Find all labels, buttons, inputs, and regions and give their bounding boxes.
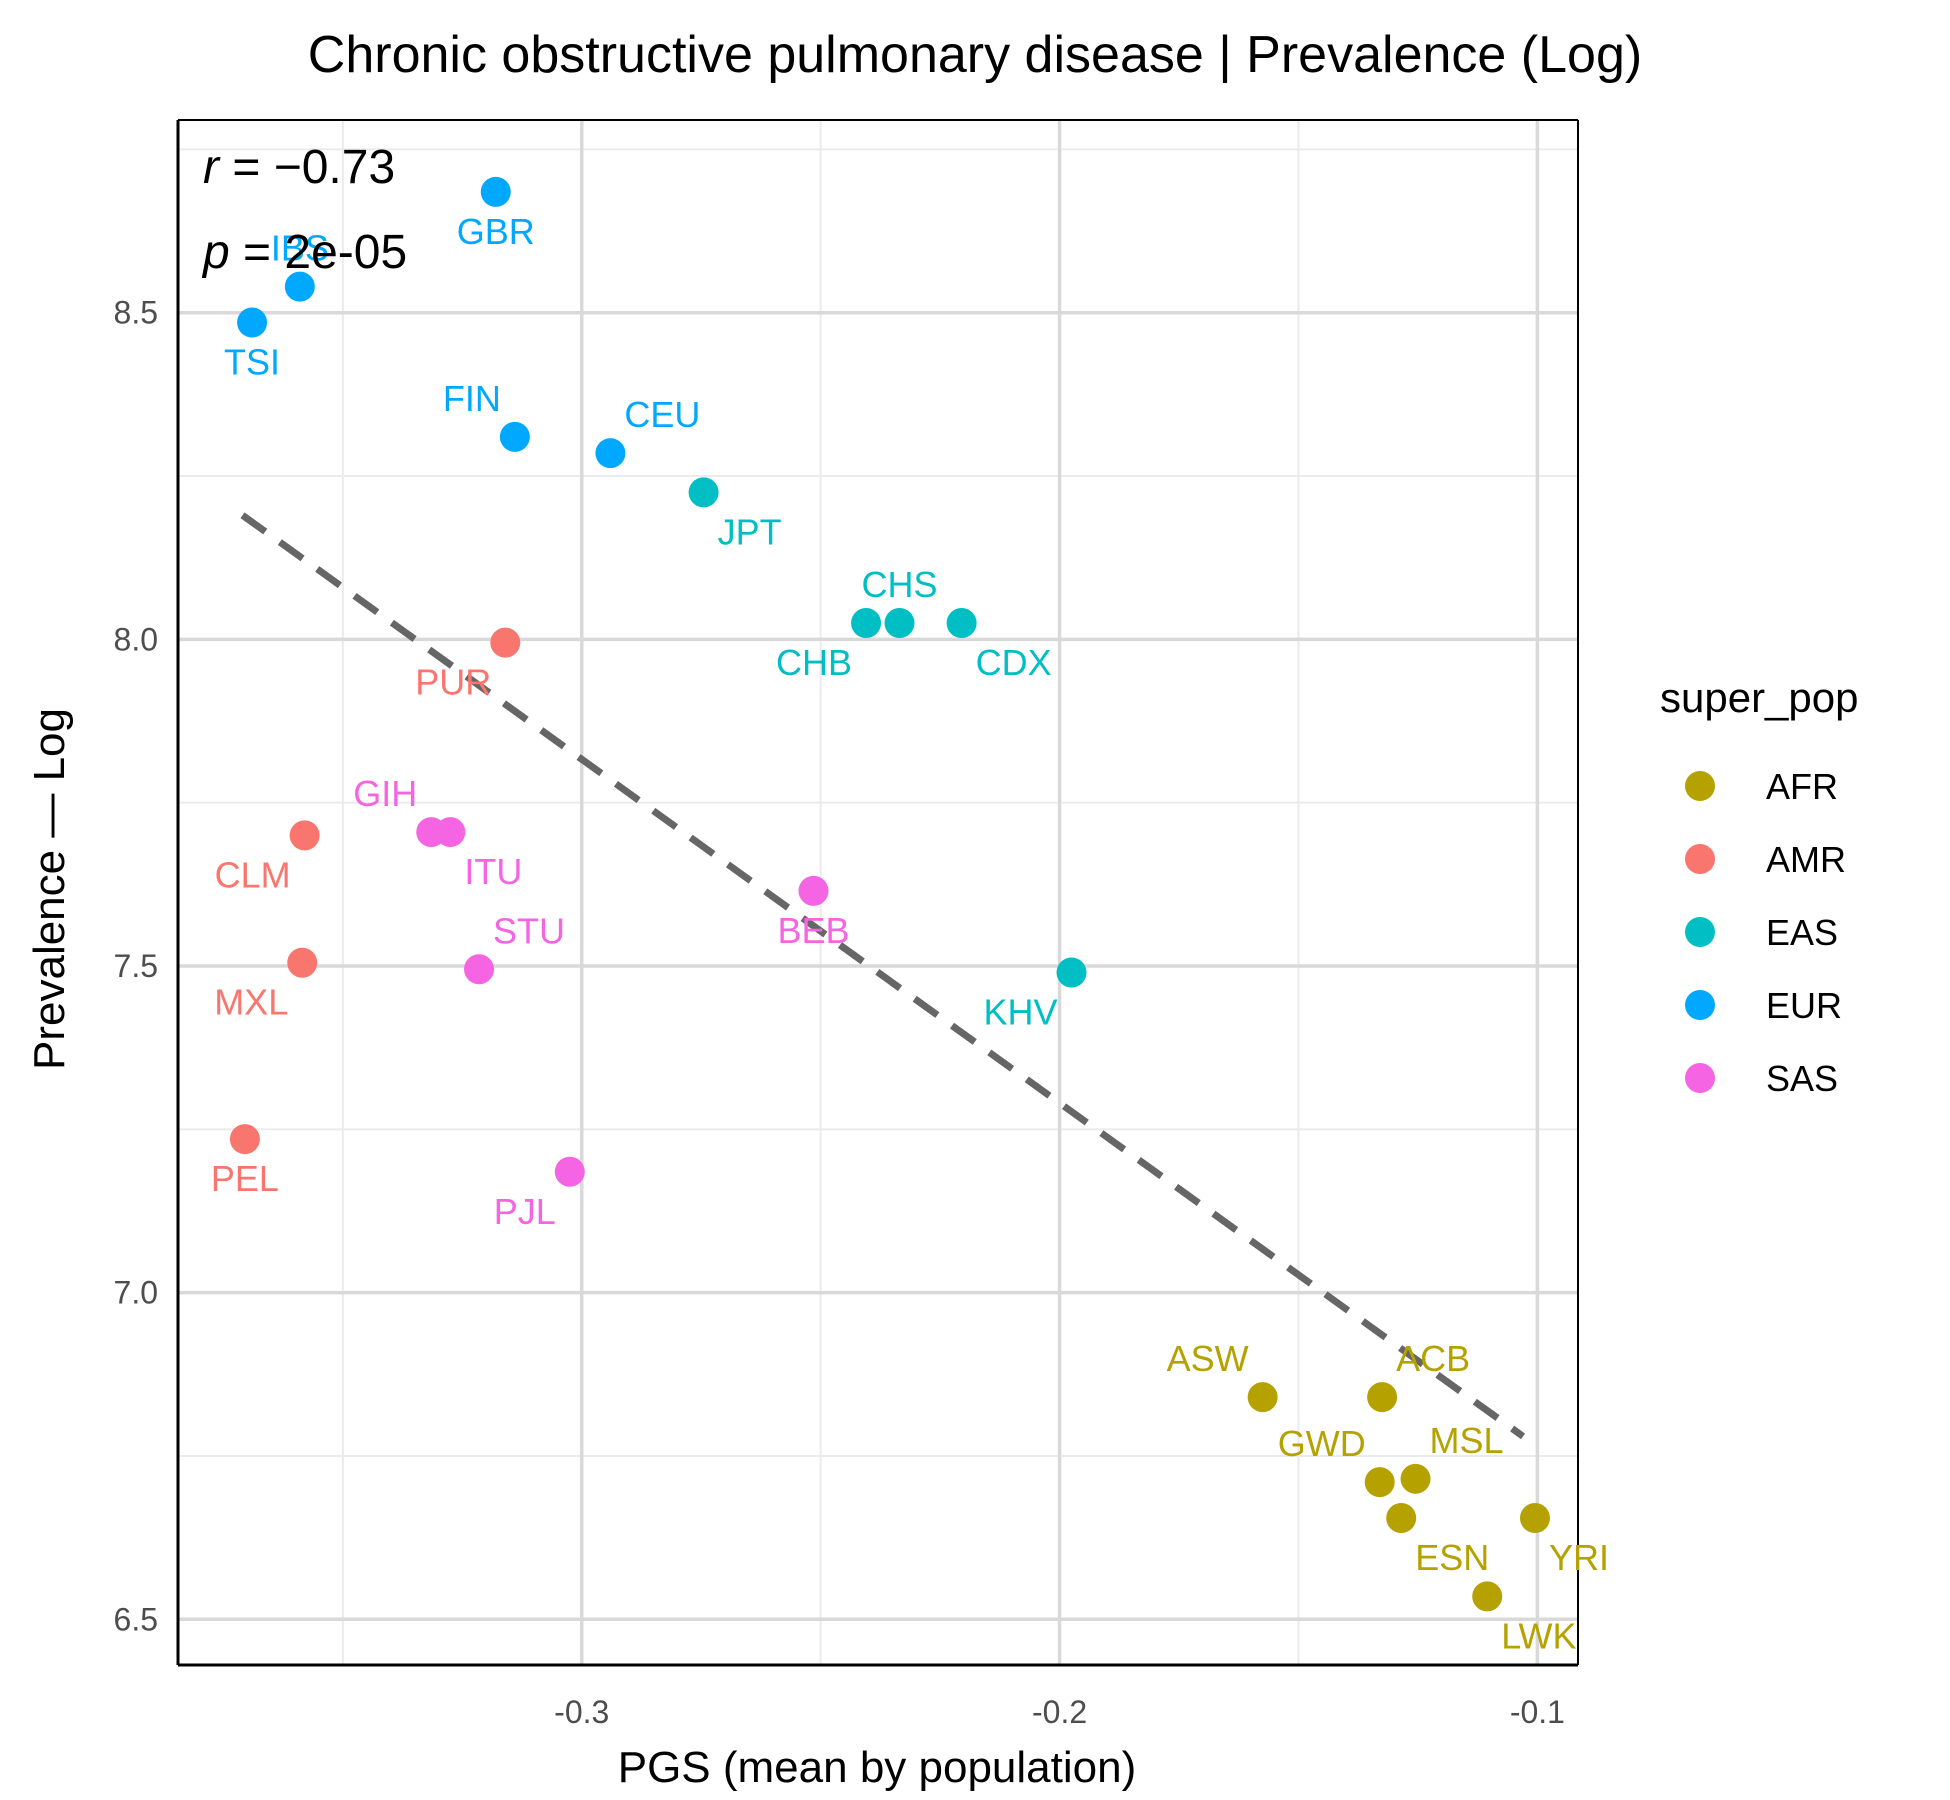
point-label-yri: YRI [1549, 1537, 1609, 1578]
point-beb [798, 875, 829, 906]
point-ceu [595, 438, 626, 469]
point-mxl [287, 947, 318, 978]
point-clm [289, 820, 320, 851]
y-tick-label: 8.0 [114, 621, 158, 657]
major-grid [178, 120, 1578, 1665]
point-label-acb: ACB [1396, 1338, 1470, 1379]
legend: super_pop AFR AMR EAS EUR SAS [1660, 674, 1859, 1099]
y-tick-label: 7.5 [114, 948, 158, 984]
point-label-tsi: TSI [224, 342, 280, 383]
point-acb [1367, 1382, 1398, 1413]
plot-axes [176, 119, 1579, 1667]
point-label-beb: BEB [777, 910, 849, 951]
x-tick-label: -0.1 [1510, 1694, 1565, 1730]
y-tick-label: 6.5 [114, 1601, 158, 1637]
point-pel [229, 1124, 260, 1155]
point-label-asw: ASW [1167, 1338, 1249, 1379]
r-value: = −0.73 [219, 141, 395, 194]
point-label-itu: ITU [464, 851, 522, 892]
y-tick-label: 8.5 [114, 295, 158, 331]
point-jpt [688, 477, 719, 508]
legend-key-sas [1685, 1063, 1715, 1093]
point-asw [1247, 1382, 1278, 1413]
point-label-clm: CLM [215, 854, 291, 895]
point-pur [490, 627, 521, 658]
point-label-ibs: IBS [271, 228, 329, 269]
trend-line-group [240, 512, 1526, 1440]
legend-key-eas [1685, 917, 1715, 947]
point-label-gbr: GBR [457, 211, 535, 252]
point-label-pjl: PJL [494, 1191, 556, 1232]
point-label-khv: KHV [983, 992, 1057, 1033]
point-label-fin: FIN [443, 378, 501, 419]
point-label-gih: GIH [353, 773, 417, 814]
legend-label-sas: SAS [1766, 1058, 1838, 1099]
y-tick-labels: 6.5 7.0 7.5 8.0 8.5 [114, 295, 158, 1638]
point-msl [1400, 1463, 1431, 1494]
point-label-stu: STU [493, 910, 565, 951]
point-label-lwk: LWK [1501, 1615, 1576, 1656]
data-points [229, 176, 1550, 1612]
point-chs [884, 608, 915, 639]
point-label-jpt: JPT [718, 511, 782, 552]
point-stu [464, 954, 495, 985]
point-tsi [237, 307, 268, 338]
p-statistic: p = 2e-05 [201, 226, 407, 279]
point-label-gwd: GWD [1278, 1423, 1366, 1464]
legend-key-eur [1685, 990, 1715, 1020]
minor-grid [178, 120, 1578, 1665]
legend-label-afr: AFR [1766, 766, 1838, 807]
p-value: = 2e-05 [230, 226, 407, 279]
r-symbol: r [203, 141, 221, 194]
point-label-esn: ESN [1415, 1537, 1489, 1578]
point-label-pur: PUR [415, 662, 491, 703]
point-khv [1056, 957, 1087, 988]
point-cdx [946, 608, 977, 639]
y-tick-label: 7.0 [114, 1275, 158, 1311]
x-tick-label: -0.3 [554, 1694, 609, 1730]
legend-label-eas: EAS [1766, 912, 1838, 953]
point-label-mxl: MXL [214, 982, 288, 1023]
legend-key-amr [1685, 844, 1715, 874]
r-statistic: r = −0.73 [203, 141, 395, 194]
point-pjl [554, 1156, 585, 1187]
point-label-ceu: CEU [624, 394, 700, 435]
point-yri [1519, 1503, 1550, 1534]
y-axis-title: Prevalence — Log [25, 708, 74, 1070]
x-axis-title: PGS (mean by population) [618, 1743, 1137, 1792]
p-symbol: p [201, 226, 230, 279]
legend-title: super_pop [1660, 674, 1859, 721]
legend-key-afr [1685, 771, 1715, 801]
point-label-chb: CHB [776, 642, 852, 683]
point-label-pel: PEL [211, 1158, 279, 1199]
chart-title: Chronic obstructive pulmonary disease | … [308, 26, 1642, 84]
point-label-msl: MSL [1430, 1420, 1504, 1461]
point-label-chs: CHS [861, 564, 937, 605]
point-itu [435, 817, 466, 848]
point-gwd [1364, 1467, 1395, 1498]
legend-label-eur: EUR [1766, 985, 1842, 1026]
point-fin [499, 421, 530, 452]
point-chb [851, 608, 882, 639]
point-gbr [480, 176, 511, 207]
x-tick-labels: -0.3 -0.2 -0.1 [554, 1694, 1565, 1730]
x-tick-label: -0.2 [1032, 1694, 1087, 1730]
trend-line [240, 512, 1526, 1440]
point-label-cdx: CDX [976, 642, 1052, 683]
point-ibs [284, 271, 315, 302]
legend-label-amr: AMR [1766, 839, 1846, 880]
point-lwk [1472, 1581, 1503, 1612]
point-esn [1386, 1503, 1417, 1534]
